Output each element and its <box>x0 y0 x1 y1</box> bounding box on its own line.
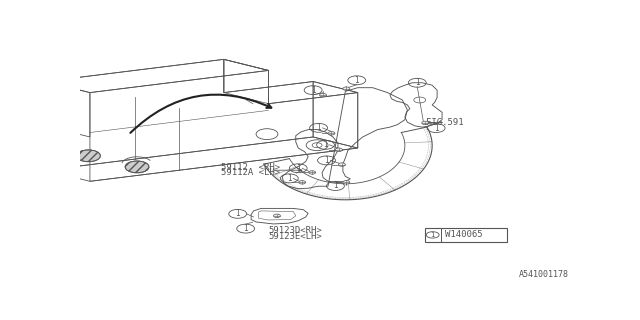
Text: 1: 1 <box>431 232 435 238</box>
Text: W140065: W140065 <box>445 230 482 239</box>
Text: FIG.591: FIG.591 <box>426 118 464 127</box>
Text: 1: 1 <box>434 124 438 132</box>
Circle shape <box>125 161 149 173</box>
Text: 1: 1 <box>243 224 248 233</box>
Text: 59112A <LH>: 59112A <LH> <box>221 168 280 177</box>
Circle shape <box>308 171 316 174</box>
Circle shape <box>273 214 280 218</box>
Circle shape <box>328 132 335 135</box>
Text: 59123D<RH>: 59123D<RH> <box>269 226 322 235</box>
Text: 59112  <RH>: 59112 <RH> <box>221 163 280 172</box>
Bar <box>425 228 507 242</box>
Text: 59123E<LH>: 59123E<LH> <box>269 231 322 241</box>
Circle shape <box>77 150 100 162</box>
Text: A541001178: A541001178 <box>518 270 568 279</box>
Text: 1: 1 <box>355 76 359 85</box>
Circle shape <box>343 87 350 90</box>
Circle shape <box>339 163 346 166</box>
Text: 1: 1 <box>311 86 316 95</box>
FancyArrowPatch shape <box>131 95 271 133</box>
Text: 1: 1 <box>324 156 329 165</box>
Circle shape <box>335 148 342 151</box>
Text: 1: 1 <box>296 164 301 173</box>
Text: 1: 1 <box>415 78 420 87</box>
Text: 1: 1 <box>287 174 292 183</box>
Circle shape <box>343 180 350 184</box>
Text: 1: 1 <box>323 140 328 149</box>
Text: 1: 1 <box>333 181 338 190</box>
Circle shape <box>299 180 306 184</box>
Text: 1: 1 <box>236 209 240 218</box>
Circle shape <box>319 93 326 97</box>
Text: 1: 1 <box>316 123 321 132</box>
Circle shape <box>422 121 429 124</box>
